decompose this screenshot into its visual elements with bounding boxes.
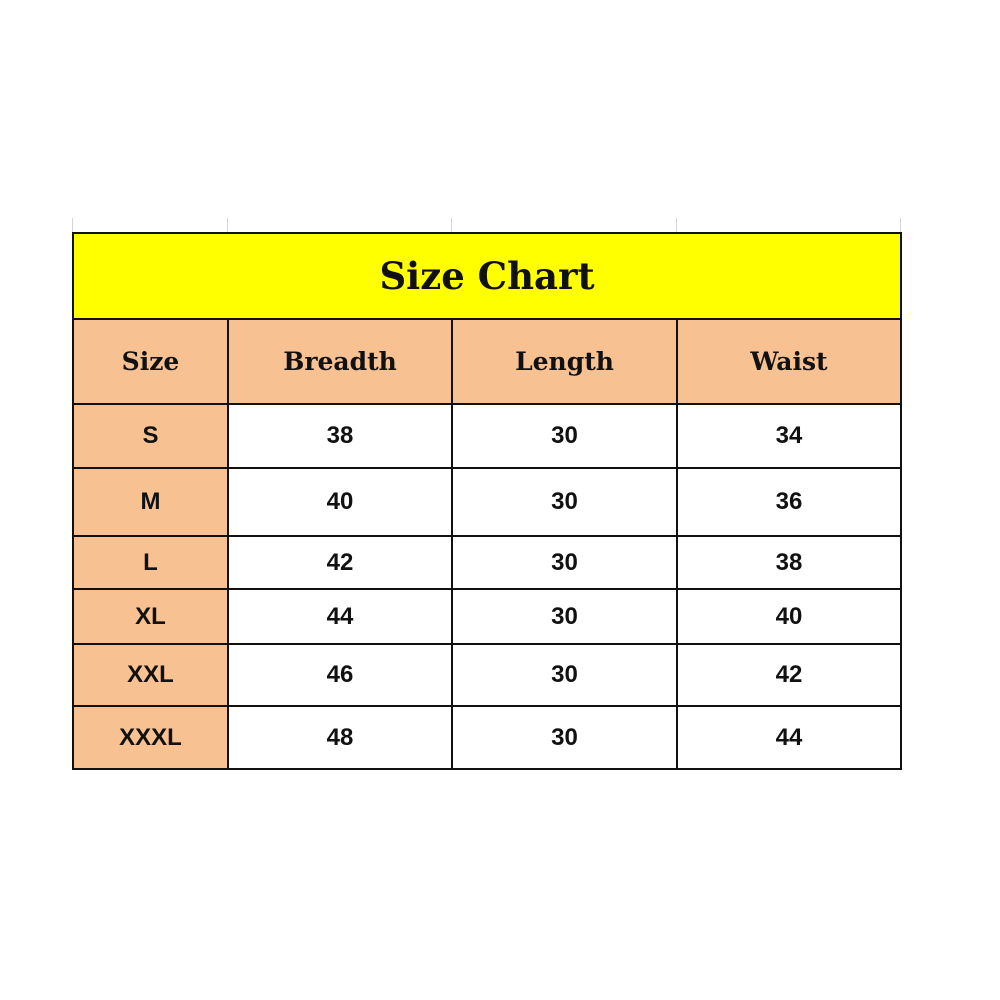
table-row: M 40 30 36 (72, 467, 902, 537)
gridline-tick (676, 218, 677, 232)
header-breadth: Breadth (227, 318, 453, 405)
length-cell: 30 (451, 643, 678, 707)
size-cell: XXXL (72, 705, 229, 770)
table-title: Size Chart (72, 232, 902, 320)
header-length: Length (451, 318, 678, 405)
header-size: Size (72, 318, 229, 405)
table-row: S 38 30 34 (72, 403, 902, 469)
waist-cell: 34 (676, 403, 902, 469)
size-cell: S (72, 403, 229, 469)
header-row: Size Breadth Length Waist (72, 318, 902, 405)
breadth-cell: 40 (227, 467, 453, 537)
waist-cell: 42 (676, 643, 902, 707)
gridline-tick (227, 218, 228, 232)
breadth-cell: 44 (227, 588, 453, 645)
gridline-tick (451, 218, 452, 232)
gridline-tick (72, 218, 73, 232)
breadth-cell: 48 (227, 705, 453, 770)
waist-cell: 36 (676, 467, 902, 537)
waist-cell: 40 (676, 588, 902, 645)
length-cell: 30 (451, 467, 678, 537)
length-cell: 30 (451, 588, 678, 645)
table-row: L 42 30 38 (72, 535, 902, 590)
length-cell: 30 (451, 705, 678, 770)
size-cell: L (72, 535, 229, 590)
table-row: XXXL 48 30 44 (72, 705, 902, 770)
length-cell: 30 (451, 535, 678, 590)
gridline-tick (900, 218, 901, 232)
table-row: XL 44 30 40 (72, 588, 902, 645)
size-cell: XL (72, 588, 229, 645)
breadth-cell: 42 (227, 535, 453, 590)
size-chart-table: Size Chart Size Breadth Length Waist S 38… (72, 232, 902, 770)
size-cell: XXL (72, 643, 229, 707)
header-waist: Waist (676, 318, 902, 405)
table-row: XXL 46 30 42 (72, 643, 902, 707)
waist-cell: 38 (676, 535, 902, 590)
breadth-cell: 46 (227, 643, 453, 707)
length-cell: 30 (451, 403, 678, 469)
breadth-cell: 38 (227, 403, 453, 469)
waist-cell: 44 (676, 705, 902, 770)
size-cell: M (72, 467, 229, 537)
